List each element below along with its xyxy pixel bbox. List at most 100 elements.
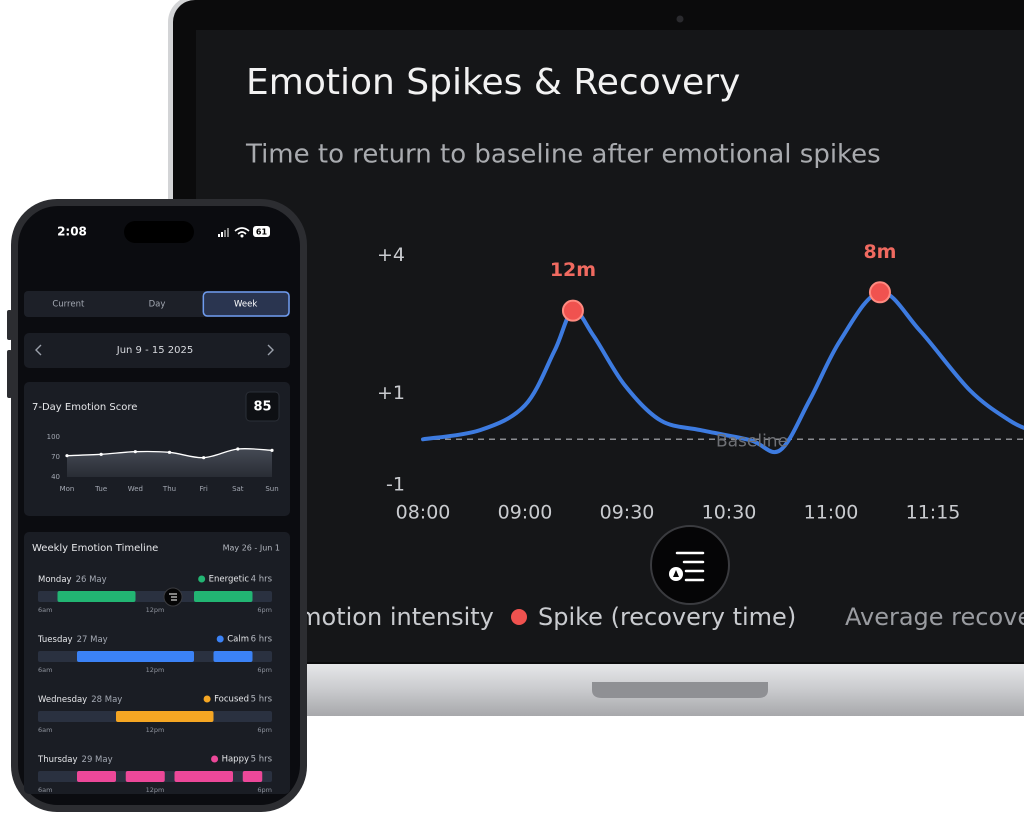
row-day: Tuesday 27 May <box>37 635 108 645</box>
x-tick-label: Thu <box>162 485 176 493</box>
chart: +4 +1 -1 08:00 09:00 09:30 10:30 11:00 11:15 Base… <box>248 241 1024 631</box>
emotion-dot <box>211 755 219 763</box>
signal-bar <box>224 230 226 237</box>
x-tick-label: 11:15 <box>906 502 961 524</box>
dynamic-island <box>124 221 194 243</box>
battery <box>253 226 270 237</box>
point <box>65 454 69 458</box>
segment <box>57 591 136 602</box>
phone-button <box>7 350 12 398</box>
laptop-base <box>150 664 1024 716</box>
row-emotion: Focused <box>214 695 249 705</box>
x-tick-label: Mon <box>60 485 75 493</box>
y-tick-label: 40 <box>51 473 60 481</box>
tab[interactable]: Day <box>149 300 166 310</box>
tab-label: Week <box>234 300 257 310</box>
tabs: Current Day Week <box>52 291 290 317</box>
x-tick-label: Sun <box>265 485 278 493</box>
segment <box>77 651 194 662</box>
row-emotion: Happy <box>222 755 249 765</box>
x-tick-label: 08:00 <box>396 502 451 524</box>
timeline-title: Weekly Emotion Timeline <box>32 543 158 554</box>
x-tick-label: 12pm <box>146 606 165 614</box>
x-tick-label: 6am <box>38 666 52 674</box>
legend-label: Spike (recovery time) <box>538 603 796 631</box>
legend-label: Emotion intensity <box>283 603 494 631</box>
baseline-label: Baseline <box>716 431 788 451</box>
point <box>133 450 137 454</box>
status-icons: 61 <box>218 226 270 238</box>
segment <box>116 711 214 722</box>
point <box>167 450 172 454</box>
y-tick-label: 70 <box>51 453 60 461</box>
x-tick-label: Sat <box>232 485 244 493</box>
track-button[interactable] <box>163 587 183 607</box>
laptop-notch <box>592 682 768 698</box>
menu-button[interactable] <box>650 525 730 605</box>
row-duration: 5 hrs <box>251 755 273 765</box>
laptop: Emotion Spikes & Recovery Time to return… <box>150 0 1024 716</box>
x-tick-label: 10:30 <box>702 502 757 524</box>
date-bar[interactable] <box>24 333 290 368</box>
point <box>202 456 206 460</box>
phone-button <box>7 310 12 340</box>
x-tick-label: 6am <box>38 786 52 794</box>
x-tick-label: 6pm <box>257 726 272 734</box>
timeline-range: May 26 - Jun 1 <box>223 544 280 553</box>
spike-point <box>868 281 891 304</box>
tab-active <box>202 291 290 317</box>
spike-label: 8m <box>863 241 896 263</box>
x-tick-label: 6pm <box>257 786 272 794</box>
point <box>99 452 103 456</box>
x-tick-label: Wed <box>128 485 143 493</box>
line <box>421 290 1024 455</box>
x-tick-label: 6pm <box>257 606 272 614</box>
area <box>67 448 272 477</box>
segment <box>242 771 263 782</box>
menu-icon-mark <box>673 570 679 577</box>
x-tick-label: 6am <box>38 606 52 614</box>
row-duration: 5 hrs <box>251 695 273 705</box>
row-day: Thursday 29 May <box>37 755 113 765</box>
mini-chart: 40 70 100 Mon Tue Wed Thu Fri Sat Sun <box>47 433 279 493</box>
tab[interactable]: Week <box>202 291 290 317</box>
x-tick-label: 12pm <box>146 726 165 734</box>
tab-label: Day <box>149 300 166 310</box>
battery-level: 61 <box>256 228 268 237</box>
row-day-name: Monday <box>38 575 72 585</box>
row-emotion: Calm <box>227 635 249 645</box>
wifi-icon <box>234 227 250 235</box>
score-value: 85 <box>253 400 271 415</box>
x-tick-label: 09:30 <box>600 502 655 524</box>
segment <box>194 591 253 602</box>
row-day: Wednesday 28 May <box>38 695 122 705</box>
tab[interactable]: Current <box>52 300 85 310</box>
segment <box>213 651 253 662</box>
x-tick-label: 12pm <box>146 666 165 674</box>
legend-label: Average recovery <box>845 603 1024 631</box>
menu-button-circle[interactable] <box>650 525 730 605</box>
point <box>270 448 274 452</box>
row-emotion: Energetic <box>209 575 250 585</box>
camera <box>676 15 684 23</box>
segment <box>174 771 233 782</box>
status-time: 2:08 <box>57 225 87 239</box>
emotion-dot <box>198 575 206 583</box>
tab-label: Current <box>52 300 85 310</box>
signal-bar <box>227 228 229 237</box>
row-day-name: Thursday <box>37 755 78 765</box>
row-date: 27 May <box>77 635 108 645</box>
row-duration: 6 hrs <box>251 635 273 645</box>
prev-arrow[interactable] <box>35 344 42 356</box>
date-range: Jun 9 - 15 2025 <box>116 345 193 356</box>
row-duration: 4 hrs <box>251 575 273 585</box>
x-tick-label: 6am <box>38 726 52 734</box>
phone: 2:08 61 Current Day Week Jun 9 - 15 2025 7… <box>7 199 307 812</box>
wifi-dot <box>240 234 244 238</box>
spike-label: 12m <box>550 259 596 281</box>
next-arrow[interactable] <box>267 344 274 356</box>
